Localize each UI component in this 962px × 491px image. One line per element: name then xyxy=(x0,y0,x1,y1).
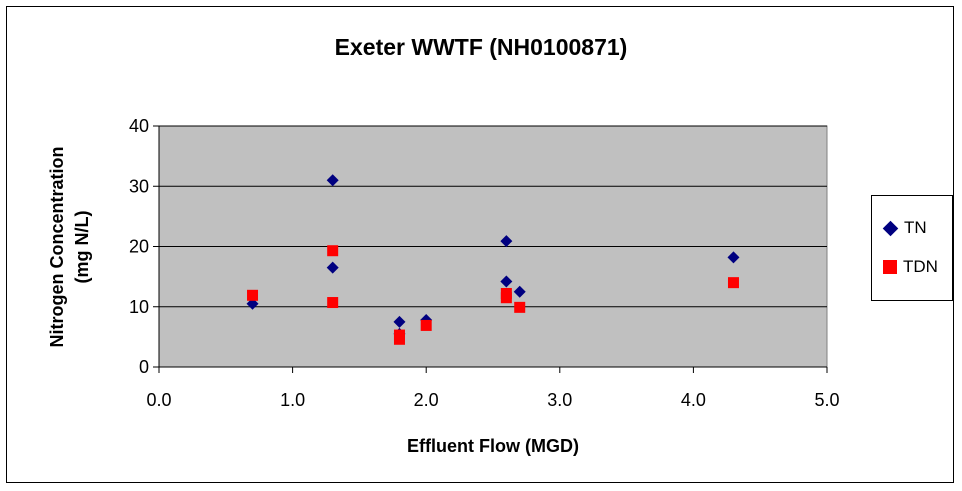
y-tick-label-4: 40 xyxy=(129,116,149,136)
x-tick-label-3: 3.0 xyxy=(547,390,572,410)
point-tdn-5 xyxy=(420,319,432,331)
point-tn-6 xyxy=(500,235,513,248)
legend-marker-tdn xyxy=(883,260,897,274)
x-tick-label-0: 0.0 xyxy=(146,390,171,410)
y-tick-label-0: 0 xyxy=(139,357,149,377)
y-tick-label-2: 20 xyxy=(129,237,149,257)
point-tdn-2 xyxy=(327,297,339,309)
x-axis-title: Effluent Flow (MGD) xyxy=(407,436,579,456)
x-tick-label-1: 1.0 xyxy=(280,390,305,410)
x-tick-label-2: 2.0 xyxy=(414,390,439,410)
point-tdn-8 xyxy=(514,301,526,313)
legend-box xyxy=(871,195,953,301)
x-tick-label-4: 4.0 xyxy=(681,390,706,410)
legend-item-tdn: TDN xyxy=(883,257,938,277)
point-tn-8 xyxy=(513,285,526,298)
point-tdn-1 xyxy=(327,245,339,257)
point-tn-1 xyxy=(326,174,339,187)
point-tn-9 xyxy=(727,251,740,264)
point-tdn-0 xyxy=(247,289,259,301)
legend: TN TDN xyxy=(871,195,962,302)
legend-label-tn: TN xyxy=(904,218,927,237)
legend-item-tn: TN xyxy=(882,218,927,238)
point-tn-2 xyxy=(326,261,339,274)
chart-title: Exeter WWTF (NH0100871) xyxy=(334,34,628,60)
y-tick-label-3: 30 xyxy=(129,176,149,196)
point-tn-7 xyxy=(500,275,513,288)
legend-marker-tn xyxy=(882,220,899,236)
point-tdn-9 xyxy=(727,277,739,289)
x-tick-label-5: 5.0 xyxy=(814,390,839,410)
point-tdn-4 xyxy=(393,333,405,345)
point-tn-3 xyxy=(393,315,406,328)
legend-label-tdn: TDN xyxy=(903,257,938,276)
y-tick-label-1: 10 xyxy=(129,297,149,317)
point-tdn-7 xyxy=(500,292,512,304)
